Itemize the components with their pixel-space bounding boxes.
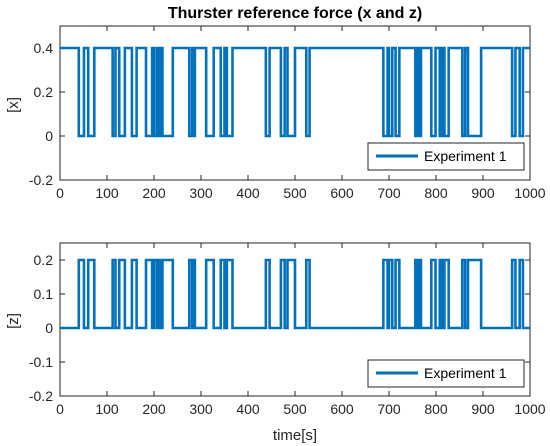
top-x-tick-label: 300 (189, 185, 213, 201)
bottom-x-tick-label: 900 (471, 401, 495, 417)
bottom-y-tick-label: -0.2 (29, 388, 53, 404)
top-x-tick-label: 400 (236, 185, 260, 201)
bottom-x-tick-label: 500 (283, 401, 307, 417)
top-series-line (60, 46, 530, 138)
bottom-legend-label: Experiment 1 (424, 365, 507, 381)
top-x-tick-label: 700 (377, 185, 401, 201)
top-y-tick-label: 0.4 (34, 40, 54, 56)
top-x-tick-label: 600 (330, 185, 354, 201)
bottom-x-tick-label: 100 (95, 401, 119, 417)
bottom-axis-ticks: 0 100 200 300 400 500 600 700 800 900 1000 -0.2 -0.1… (29, 243, 546, 417)
top-x-tick-label: 1000 (514, 185, 545, 201)
bottom-x-tick-label: 200 (142, 401, 166, 417)
top-legend: Experiment 1 (367, 142, 525, 171)
bottom-series-line (60, 258, 530, 330)
bottom-x-tick-label: 300 (189, 401, 213, 417)
top-x-tick-label: 900 (471, 185, 495, 201)
top-x-tick-label: 800 (424, 185, 448, 201)
top-y-axis-label: [x] (5, 97, 22, 113)
bottom-y-tick-label: -0.1 (29, 354, 53, 370)
top-plot: Thurster reference force (x and z) [x] 0… (5, 5, 546, 201)
bottom-y-tick-label: 0.2 (34, 252, 54, 268)
top-axis-ticks: 0 100 200 300 400 500 600 700 800 900 1000-0.200.2… (29, 26, 546, 201)
bottom-x-tick-label: 700 (377, 401, 401, 417)
bottom-y-tick-label: 0 (45, 320, 53, 336)
top-x-tick-label: 200 (142, 185, 166, 201)
bottom-x-tick-label: 600 (330, 401, 354, 417)
top-x-tick-label: 100 (95, 185, 119, 201)
top-series-group (60, 46, 530, 138)
top-y-tick-label: -0.2 (29, 172, 53, 188)
bottom-x-tick-label: 400 (236, 401, 260, 417)
top-x-tick-label: 500 (283, 185, 307, 201)
chart-title: Thurster reference force (x and z) (168, 5, 422, 22)
bottom-plot: [z] time[s] 0 100 200 300 400 500 600 700 800 900… (5, 242, 546, 444)
bottom-y-axis-label: [z] (5, 313, 22, 329)
top-x-tick-label: 0 (56, 185, 64, 201)
bottom-x-tick-label: 0 (56, 401, 64, 417)
bottom-x-axis-label: time[s] (273, 427, 317, 444)
top-legend-label: Experiment 1 (424, 148, 507, 164)
bottom-legend: Experiment 1 (367, 359, 525, 388)
bottom-x-tick-label: 1000 (514, 401, 545, 417)
top-y-tick-label: 0 (45, 128, 53, 144)
bottom-y-tick-label: 0.1 (34, 286, 54, 302)
bottom-x-tick-label: 800 (424, 401, 448, 417)
bottom-series-group (60, 258, 530, 330)
top-y-tick-label: 0.2 (34, 84, 54, 100)
